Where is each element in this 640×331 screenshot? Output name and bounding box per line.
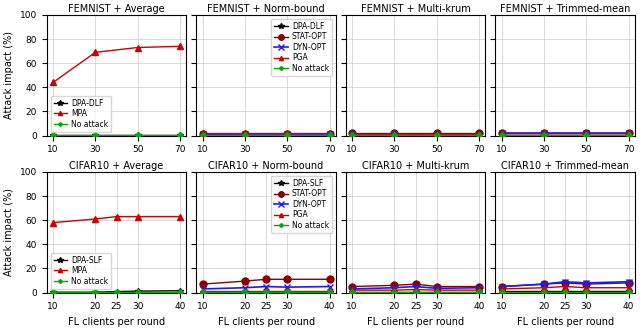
Legend: DPA-SLF, MPA, No attack: DPA-SLF, MPA, No attack — [51, 253, 111, 289]
Title: CIFAR10 + Norm-bound: CIFAR10 + Norm-bound — [209, 161, 324, 171]
Legend: DPA-DLF, MPA, No attack: DPA-DLF, MPA, No attack — [51, 96, 111, 132]
Title: FEMNIST + Average: FEMNIST + Average — [68, 4, 165, 14]
Title: CIFAR10 + Multi-krum: CIFAR10 + Multi-krum — [362, 161, 469, 171]
Title: FEMNIST + Norm-bound: FEMNIST + Norm-bound — [207, 4, 325, 14]
X-axis label: FL clients per round: FL clients per round — [516, 317, 614, 327]
Y-axis label: Attack impact (%): Attack impact (%) — [4, 31, 14, 119]
X-axis label: FL clients per round: FL clients per round — [367, 317, 464, 327]
X-axis label: FL clients per round: FL clients per round — [218, 317, 315, 327]
Title: CIFAR10 + Trimmed-mean: CIFAR10 + Trimmed-mean — [501, 161, 629, 171]
Title: CIFAR10 + Average: CIFAR10 + Average — [69, 161, 164, 171]
Legend: DPA-DLF, STAT-OPT, DYN-OPT, PGA, No attack: DPA-DLF, STAT-OPT, DYN-OPT, PGA, No atta… — [271, 19, 332, 76]
Title: FEMNIST + Trimmed-mean: FEMNIST + Trimmed-mean — [500, 4, 630, 14]
Title: FEMNIST + Multi-krum: FEMNIST + Multi-krum — [361, 4, 470, 14]
Y-axis label: Attack impact (%): Attack impact (%) — [4, 188, 14, 276]
X-axis label: FL clients per round: FL clients per round — [68, 317, 165, 327]
Legend: DPA-SLF, STAT-OPT, DYN-OPT, PGA, No attack: DPA-SLF, STAT-OPT, DYN-OPT, PGA, No atta… — [271, 176, 332, 233]
